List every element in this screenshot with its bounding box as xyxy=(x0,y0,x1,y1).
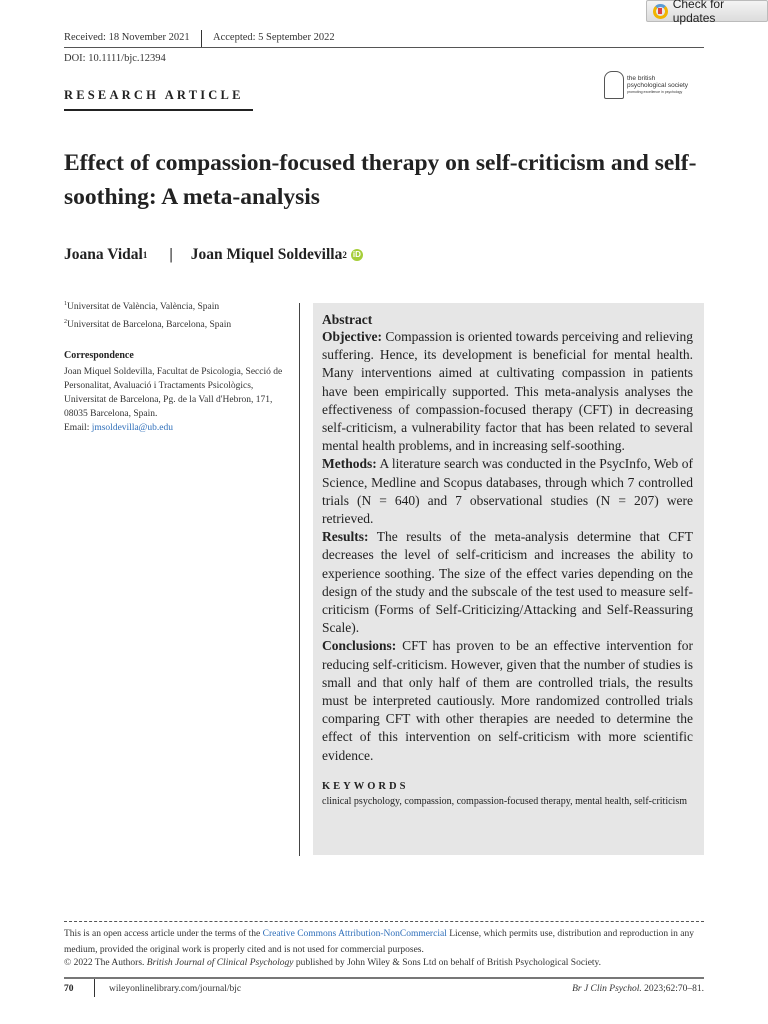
abstract-objective: Objective: Compassion is oriented toward… xyxy=(322,329,693,454)
logo-tagline: promoting excellence in psychology xyxy=(627,89,683,94)
citation: Br J Clin Psychol. 2023;62:70–81. xyxy=(572,984,704,994)
abstract-heading: Abstract xyxy=(322,312,373,327)
correspondence-heading: Correspondence xyxy=(64,350,134,361)
copyright: © 2022 The Authors. British Journal of C… xyxy=(64,958,602,968)
keywords: clinical psychology, compassion, compass… xyxy=(322,795,687,807)
bps-figure-icon xyxy=(604,71,624,99)
crossmark-icon xyxy=(653,3,668,19)
logo-line1: the british xyxy=(627,74,656,82)
affiliation: 2Universitat de Barcelona, Barcelona, Sp… xyxy=(64,319,232,331)
received-date: Received: 18 November 2021 xyxy=(64,32,190,43)
author-affil-sup: 2 xyxy=(342,250,347,260)
abstract-methods: Methods: A literature search was conduct… xyxy=(322,456,693,527)
affiliation: 1Universitat de València, València, Spai… xyxy=(64,301,220,313)
doi: DOI: 10.1111/bjc.12394 xyxy=(64,53,166,64)
logo-line2: psychological society xyxy=(627,81,689,89)
orcid-icon[interactable]: iD xyxy=(350,249,363,261)
article-title: Effect of compassion-focused therapy on … xyxy=(64,150,697,210)
correspondence-text: Joan Miquel Soldevilla, Facultat de Psic… xyxy=(64,367,283,433)
header-rule xyxy=(64,47,704,48)
page-number: 70 xyxy=(64,984,74,994)
journal-site[interactable]: wileyonlinelibrary.com/journal/bjc xyxy=(109,984,242,994)
check-for-updates-button[interactable]: Check for updates xyxy=(646,0,768,25)
check-updates-label: Check for updates xyxy=(672,0,725,25)
author-separator: | xyxy=(169,246,173,263)
keywords-heading: KEYWORDS xyxy=(322,780,409,792)
abstract-conclusions: Conclusions: CFT has proven to be an eff… xyxy=(322,638,693,763)
abstract-box: Abstract Objective: Compassion is orient… xyxy=(313,303,704,855)
abstract-rule xyxy=(299,303,300,856)
author-affil-sup: 1 xyxy=(142,250,148,260)
author-list: Joana Vidal 1 | Joan Miquel Soldevilla 2 i… xyxy=(64,246,363,264)
abstract-results: Results: The results of the meta-analysi… xyxy=(322,529,693,636)
email-link[interactable]: jmsoldevilla@ub.edu xyxy=(91,423,174,433)
footer-rule xyxy=(64,977,704,979)
license-text: This is an open access article under the… xyxy=(64,929,695,955)
bps-logo: the british psychological society promotin… xyxy=(604,70,704,100)
footnote-rule xyxy=(64,921,704,922)
author-name: Joan Miquel Soldevilla xyxy=(190,246,343,263)
footer-divider xyxy=(94,979,95,997)
divider xyxy=(201,30,202,47)
section-rule xyxy=(64,109,253,111)
section-label: RESEARCH ARTICLE xyxy=(64,88,244,102)
accepted-date: Accepted: 5 September 2022 xyxy=(213,32,335,43)
author-name: Joana Vidal xyxy=(64,246,143,263)
cc-license-link[interactable]: Creative Commons Attribution-NonCommerci… xyxy=(262,929,447,939)
